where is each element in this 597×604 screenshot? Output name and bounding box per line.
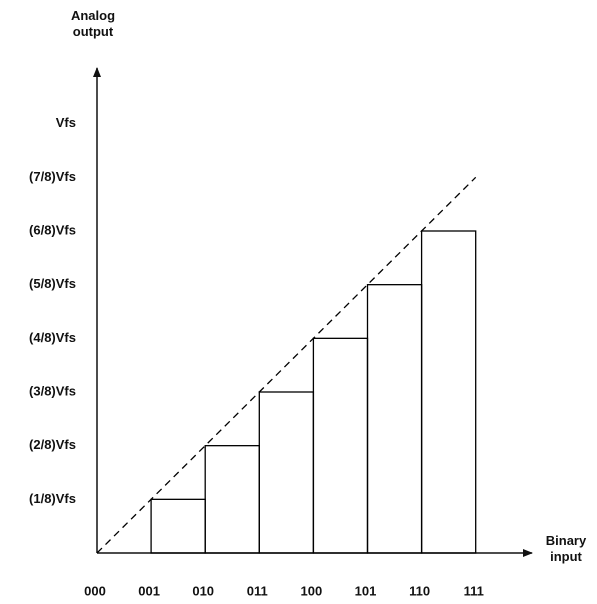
y-tick-label: Vfs (56, 115, 76, 130)
step-bar (204, 445, 260, 554)
x-tick-label: 000 (84, 583, 106, 598)
x-tick-label: 010 (192, 583, 214, 598)
x-tick-label: 011 (247, 583, 268, 598)
y-tick-label: (6/8)Vfs (29, 222, 76, 237)
y-tick-label: (5/8)Vfs (29, 276, 76, 291)
x-tick-label: 001 (138, 583, 160, 598)
x-tick-label: 111 (464, 583, 484, 598)
x-axis-label: Binary input (545, 533, 587, 564)
step-bar (312, 337, 369, 554)
y-tick-label: (7/8)Vfs (29, 169, 76, 184)
ideal-line (96, 176, 477, 554)
x-tick-label: 110 (409, 583, 430, 598)
x-tick-label: 101 (355, 583, 377, 598)
x-tick-label: 100 (301, 583, 323, 598)
y-tick-label: (2/8)Vfs (29, 437, 76, 452)
step-bar (258, 391, 315, 554)
step-bar (366, 284, 423, 554)
step-bar (420, 230, 477, 554)
step-bar (150, 498, 206, 554)
y-tick-label: (4/8)Vfs (29, 330, 76, 345)
y-axis-label: Analog output (70, 8, 116, 39)
y-tick-label: (1/8)Vfs (29, 491, 76, 506)
y-tick-label: (3/8)Vfs (29, 383, 76, 398)
